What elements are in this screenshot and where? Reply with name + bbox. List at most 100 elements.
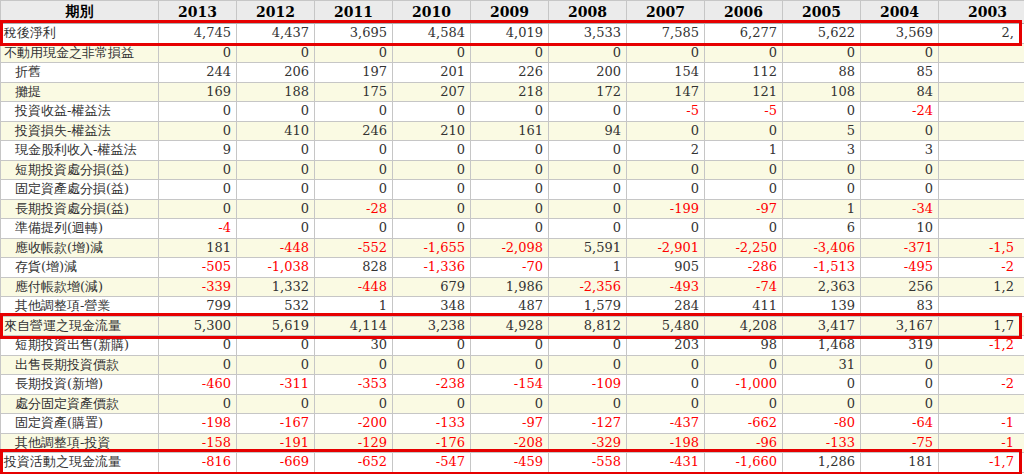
value-cell: 181	[159, 238, 237, 258]
value-cell: 0	[627, 43, 705, 63]
value-cell: 4,114	[315, 316, 393, 336]
value-cell: -154	[471, 375, 549, 395]
value-cell: 200	[549, 63, 627, 83]
value-cell: 1,986	[471, 277, 549, 297]
value-cell: 411	[705, 297, 783, 317]
value-cell: -1,000	[705, 375, 783, 395]
value-cell: -80	[783, 414, 861, 434]
value-cell: -669	[237, 453, 315, 473]
value-cell: 0	[861, 121, 939, 141]
value-cell: 0	[237, 199, 315, 219]
value-cell: -96	[705, 433, 783, 453]
value-cell: 0	[471, 199, 549, 219]
value-cell: -460	[159, 375, 237, 395]
value-cell: 0	[627, 394, 705, 414]
value-cell: 0	[159, 394, 237, 414]
value-cell: 0	[315, 102, 393, 122]
value-cell: 10	[861, 219, 939, 239]
value-cell: -1,660	[705, 453, 783, 473]
value-cell: 7,585	[627, 24, 705, 44]
table-row: 準備提列(迴轉)-40000000610	[1, 219, 1024, 239]
table-row: 其他調整項-投資-158-191-129-176-208-329-198-96-…	[1, 433, 1024, 453]
value-cell: 0	[705, 219, 783, 239]
row-label: 投資損失-權益法	[1, 121, 159, 141]
value-cell: -64	[861, 414, 939, 434]
value-cell: 0	[627, 180, 705, 200]
value-cell: 0	[393, 336, 471, 356]
table-row: 存貨(增)減-505-1,038828-1,336-701905-286-1,5…	[1, 258, 1024, 278]
value-cell: 244	[159, 63, 237, 83]
value-cell: 0	[393, 43, 471, 63]
value-cell: 0	[471, 394, 549, 414]
value-cell: -133	[783, 433, 861, 453]
value-cell: -1,655	[393, 238, 471, 258]
value-cell: 3,167	[861, 316, 939, 336]
value-cell: 5,622	[783, 24, 861, 44]
value-cell: -5	[627, 102, 705, 122]
row-label: 其他調整項-營業	[1, 297, 159, 317]
value-cell: 0	[783, 102, 861, 122]
value-cell: -459	[471, 453, 549, 473]
value-cell	[939, 102, 1024, 122]
value-cell: 256	[861, 277, 939, 297]
value-cell: 0	[315, 180, 393, 200]
value-cell: 0	[237, 43, 315, 63]
value-cell: -652	[315, 453, 393, 473]
value-cell: 0	[237, 160, 315, 180]
value-cell: -311	[237, 375, 315, 395]
value-cell: -662	[705, 414, 783, 434]
value-cell: 0	[471, 219, 549, 239]
table-row: 應付帳款增(減)-3391,332-4486791,986-2,356-493-…	[1, 277, 1024, 297]
value-cell: 0	[471, 180, 549, 200]
value-cell: -167	[237, 414, 315, 434]
value-cell: -1,7	[939, 453, 1024, 473]
value-cell: -448	[315, 277, 393, 297]
value-cell: 0	[861, 375, 939, 395]
value-cell: 0	[705, 121, 783, 141]
value-cell: 0	[315, 160, 393, 180]
value-cell: -558	[549, 453, 627, 473]
value-cell: -34	[861, 199, 939, 219]
value-cell: 4,928	[471, 316, 549, 336]
value-cell: -1,038	[237, 258, 315, 278]
table-row: 不動用現金之非常損益0000000000	[1, 43, 1024, 63]
value-cell: 139	[783, 297, 861, 317]
value-cell: 207	[393, 82, 471, 102]
value-cell: -2	[939, 375, 1024, 395]
year-column-header: 2004	[861, 1, 939, 24]
value-cell: -4	[159, 219, 237, 239]
value-cell: -70	[471, 258, 549, 278]
value-cell: -353	[315, 375, 393, 395]
table-row: 其他調整項-營業79953213484871,57928441113983	[1, 297, 1024, 317]
value-cell	[939, 160, 1024, 180]
value-cell: 319	[861, 336, 939, 356]
value-cell: 3,695	[315, 24, 393, 44]
value-cell: 0	[783, 375, 861, 395]
value-cell	[939, 121, 1024, 141]
table-row: 出售長期投資價款00000000310	[1, 355, 1024, 375]
value-cell: -199	[627, 199, 705, 219]
value-cell: -2	[939, 258, 1024, 278]
value-cell: -431	[627, 453, 705, 473]
value-cell: 1,2	[939, 277, 1024, 297]
row-label: 折舊	[1, 63, 159, 83]
value-cell: 112	[705, 63, 783, 83]
value-cell: -198	[159, 414, 237, 434]
value-cell: 1	[783, 199, 861, 219]
value-cell	[939, 219, 1024, 239]
value-cell: 226	[471, 63, 549, 83]
value-cell: 0	[237, 355, 315, 375]
value-cell: 1,579	[549, 297, 627, 317]
value-cell: 0	[237, 219, 315, 239]
value-cell: 1,468	[783, 336, 861, 356]
value-cell: 4,745	[159, 24, 237, 44]
value-cell: 0	[549, 141, 627, 161]
value-cell: -448	[237, 238, 315, 258]
row-label: 長期投資(新增)	[1, 375, 159, 395]
value-cell: -329	[549, 433, 627, 453]
row-label: 應收帳款(增)減	[1, 238, 159, 258]
table-row: 折舊2442061972012262001541128885	[1, 63, 1024, 83]
value-cell: 3,569	[861, 24, 939, 44]
value-cell	[939, 394, 1024, 414]
value-cell: 0	[549, 180, 627, 200]
